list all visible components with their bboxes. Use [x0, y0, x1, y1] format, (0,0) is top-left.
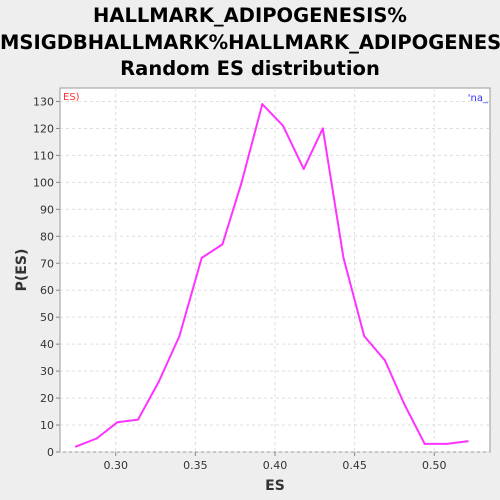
data-point — [74, 445, 77, 448]
data-point — [321, 127, 324, 130]
data-point — [137, 418, 140, 421]
data-point — [221, 243, 224, 246]
data-point — [446, 442, 448, 445]
legend-label-es: ES) — [63, 92, 80, 103]
data-point — [423, 442, 426, 445]
y-tick-label: 100 — [33, 176, 54, 189]
data-point — [383, 359, 386, 362]
chart-title-line-3: Random ES distribution — [120, 57, 380, 80]
y-tick-label: 130 — [33, 95, 54, 108]
x-tick-label: 0.35 — [183, 459, 208, 472]
x-axis-label: ES — [265, 478, 285, 494]
y-tick-label: 80 — [40, 230, 54, 243]
legend-label-na: 'na_ — [468, 93, 489, 104]
data-point — [95, 437, 98, 440]
data-point — [363, 335, 366, 338]
x-tick-label: 0.40 — [263, 459, 288, 472]
data-point — [261, 103, 264, 106]
data-point — [157, 380, 160, 383]
data-point — [240, 181, 243, 184]
y-axis-label: P(ES) — [14, 249, 30, 292]
y-axis-ticks: 0 10 20 30 40 50 60 70 80 90 100 110 120 130 — [33, 95, 60, 459]
series-points — [74, 103, 469, 448]
x-tick-label: 0.45 — [342, 459, 367, 472]
x-tick-label: 0.50 — [422, 459, 447, 472]
data-point — [281, 124, 284, 127]
y-tick-label: 60 — [40, 284, 54, 297]
data-point — [466, 440, 469, 443]
data-point — [342, 256, 345, 259]
x-axis-ticks: 0.30 0.35 0.40 0.45 0.50 — [103, 452, 447, 472]
y-tick-label: 90 — [40, 203, 54, 216]
data-point — [116, 421, 119, 424]
data-point — [200, 256, 203, 259]
y-tick-label: 0 — [47, 446, 54, 459]
data-point — [302, 167, 305, 170]
data-point — [403, 402, 405, 405]
y-tick-label: 10 — [40, 419, 54, 432]
data-point — [178, 335, 181, 338]
y-tick-label: 40 — [40, 338, 54, 351]
y-tick-label: 50 — [40, 311, 54, 324]
grid-lines — [60, 88, 490, 453]
y-tick-label: 110 — [33, 149, 54, 162]
y-tick-label: 30 — [40, 365, 54, 378]
x-tick-label: 0.30 — [103, 459, 128, 472]
y-tick-label: 70 — [40, 257, 54, 270]
y-tick-label: 20 — [40, 392, 54, 405]
chart-title-line-1: HALLMARK_ADIPOGENESIS% — [93, 4, 407, 27]
chart-title-line-2: MSIGDBHALLMARK%HALLMARK_ADIPOGENESIS: — [0, 31, 500, 54]
series-line — [75, 103, 468, 448]
y-tick-label: 120 — [33, 122, 54, 135]
